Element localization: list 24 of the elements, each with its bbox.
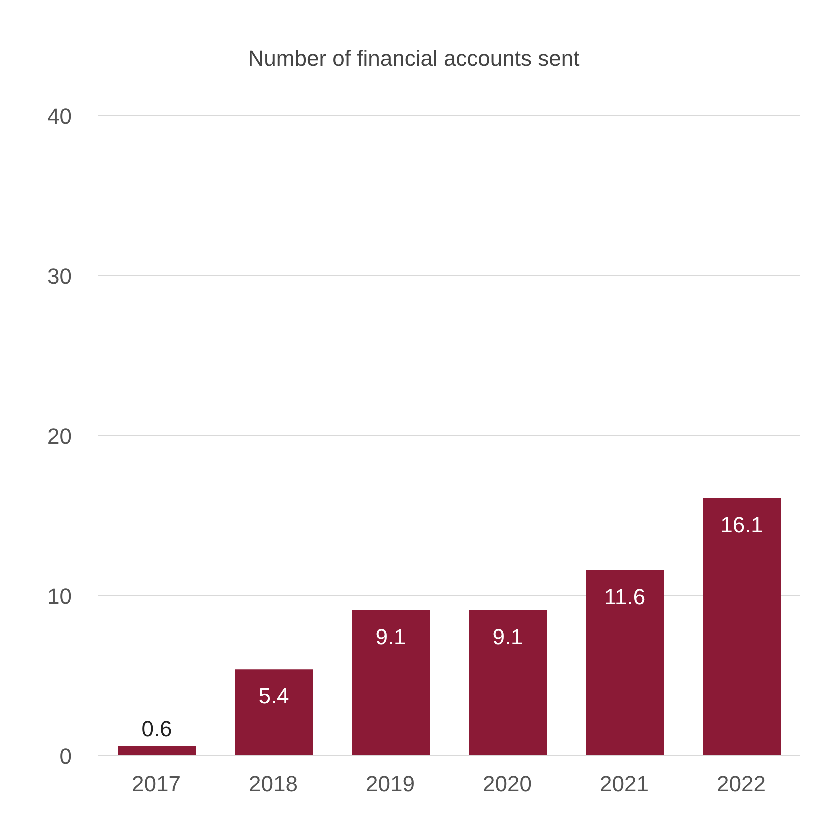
bar bbox=[235, 670, 313, 756]
x-tick-label: 2019 bbox=[366, 772, 415, 797]
x-tick-label: 2017 bbox=[132, 772, 181, 797]
bar bbox=[586, 570, 664, 756]
bar bbox=[352, 610, 430, 756]
data-label: 0.6 bbox=[142, 716, 172, 742]
x-tick-label: 2022 bbox=[717, 772, 766, 797]
data-label: 16.1 bbox=[720, 512, 764, 538]
bar bbox=[118, 746, 196, 756]
data-label: 9.1 bbox=[492, 624, 524, 650]
bar bbox=[703, 498, 781, 756]
y-tick-label: 0 bbox=[60, 744, 72, 769]
chart-title: Number of financial accounts sent bbox=[247, 46, 581, 72]
y-tick-label: 30 bbox=[48, 264, 72, 289]
data-label: 5.4 bbox=[258, 684, 290, 709]
data-label: 9.1 bbox=[376, 624, 406, 650]
y-tick-label: 10 bbox=[48, 584, 72, 609]
x-tick-label: 2021 bbox=[600, 772, 649, 797]
x-tick-label: 2018 bbox=[249, 772, 298, 797]
y-tick-label: 20 bbox=[48, 424, 72, 449]
x-tick-label: 2020 bbox=[483, 772, 532, 797]
data-label: 11.6 bbox=[604, 584, 646, 610]
bar bbox=[469, 610, 547, 756]
y-tick-label: 40 bbox=[48, 104, 72, 129]
